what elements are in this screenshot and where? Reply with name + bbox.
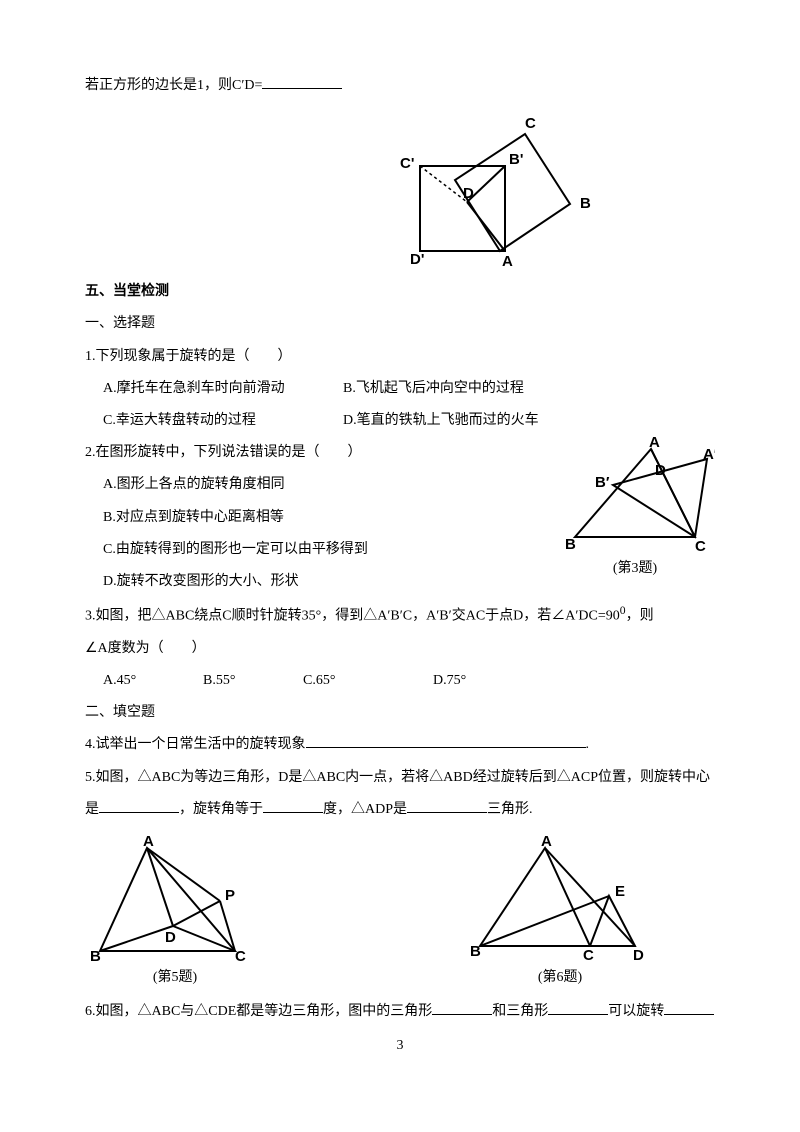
figure-q3: A A′ B′ B C D (第3题) [555,437,715,577]
sub-b: 二、填空题 [85,697,715,729]
q5-lbl-P: P [225,887,235,904]
blank-intro [262,74,342,89]
q6-line: 6.如图，△ABC与△CDE都是等边三角形，图中的三角形 和三角形 可以旋转 [85,996,715,1028]
q1: 1.下列现象属于旋转的是（ ） [85,341,715,373]
q6-c: 可以旋转 [608,1004,664,1019]
q4-text: 4.试举出一个日常生活中的旋转现象 [85,737,306,752]
q3-lbl-D: D [655,462,666,479]
q3-lbl-C: C [695,538,706,555]
q5-line1: 5.如图，△ABC为等边三角形，D是△ABC内一点，若将△ABD经过旋转后到△A… [85,762,715,794]
q5-caption: (第5题) [85,966,265,986]
figure-q6: A B C D E (第6题) [465,836,655,986]
q3-caption: (第3题) [555,557,715,577]
q6-blank3 [664,1000,714,1015]
q5-b3: 度，△ADP是 [323,802,407,817]
q6-lbl-B: B [470,943,481,960]
lbl-D: D [463,185,474,202]
q4: 4.试举出一个日常生活中的旋转现象. [85,729,715,761]
q3-text-a: 3.如图，把△ABC绕点C顺时针旋转35°，得到△A′B′C，A′B′交AC于点… [85,609,620,624]
lbl-C: C [525,115,536,132]
q3-opt-c: C.65° [303,665,433,697]
q3-opt-d: D.75° [433,665,466,697]
q5-b2: ，旋转角等于 [179,802,263,817]
q5-b4: 三角形. [487,802,533,817]
figure-top: C B A C' B' D' D [385,106,715,266]
sub-a: 一、选择题 [85,308,715,340]
lbl-Dp: D' [410,251,424,266]
q5-line2: 是 ，旋转角等于 度，△ADP是 三角形. [85,794,715,826]
q5-lbl-D: D [165,929,176,946]
q6-a: 6.如图，△ABC与△CDE都是等边三角形，图中的三角形 [85,1004,432,1019]
q5-lbl-B: B [90,948,101,965]
q6-caption: (第6题) [465,966,655,986]
q3-line2: ∠A度数为（ ） [85,633,715,665]
intro-line: 若正方形的边长是1，则C′D= [85,70,715,102]
q1-opt-b: B.飞机起飞后冲向空中的过程 [343,373,524,405]
intro-text: 若正方形的边长是1，则C′D= [85,78,262,93]
q4-blank [306,733,586,748]
q5-lbl-A: A [143,836,154,850]
q5-blank1 [99,798,179,813]
q6-lbl-C: C [583,947,594,964]
lbl-Bp: B' [509,151,523,168]
q3-opt-b: B.55° [203,665,303,697]
q6-b: 和三角形 [492,1004,548,1019]
q1-opt-d: D.笔直的铁轨上飞驰而过的火车 [343,405,539,437]
lbl-B: B [580,195,591,212]
q6-lbl-D: D [633,947,644,964]
q6-lbl-E: E [615,883,625,900]
q3-lbl-A: A [649,437,660,451]
section-5-title: 五、当堂检测 [85,276,715,308]
page-number: 3 [85,1038,715,1054]
q5-blank3 [407,798,487,813]
q5-lbl-C: C [235,948,246,965]
q3-options: A.45° B.55° C.65° D.75° [85,665,715,697]
q5-blank2 [263,798,323,813]
q3-lbl-B: B [565,536,576,553]
q5-b1: 是 [85,802,99,817]
q3-line1: 3.如图，把△ABC绕点C顺时针旋转35°，得到△A′B′C，A′B′交AC于点… [85,598,715,633]
q3-opt-a: A.45° [103,665,203,697]
lbl-A: A [502,253,513,266]
q3-extra: ，则 [626,609,654,624]
q1-opt-a: A.摩托车在急刹车时向前滑动 [103,373,343,405]
q1-opt-c: C.幸运大转盘转动的过程 [103,405,343,437]
q6-lbl-A: A [541,836,552,850]
q6-blank1 [432,1000,492,1015]
q6-blank2 [548,1000,608,1015]
q3-lbl-Bp: B′ [595,474,610,491]
q3-lbl-Ap: A′ [703,446,715,463]
lbl-Cp: C' [400,155,414,172]
figure-q5: A B C D P (第5题) [85,836,265,986]
